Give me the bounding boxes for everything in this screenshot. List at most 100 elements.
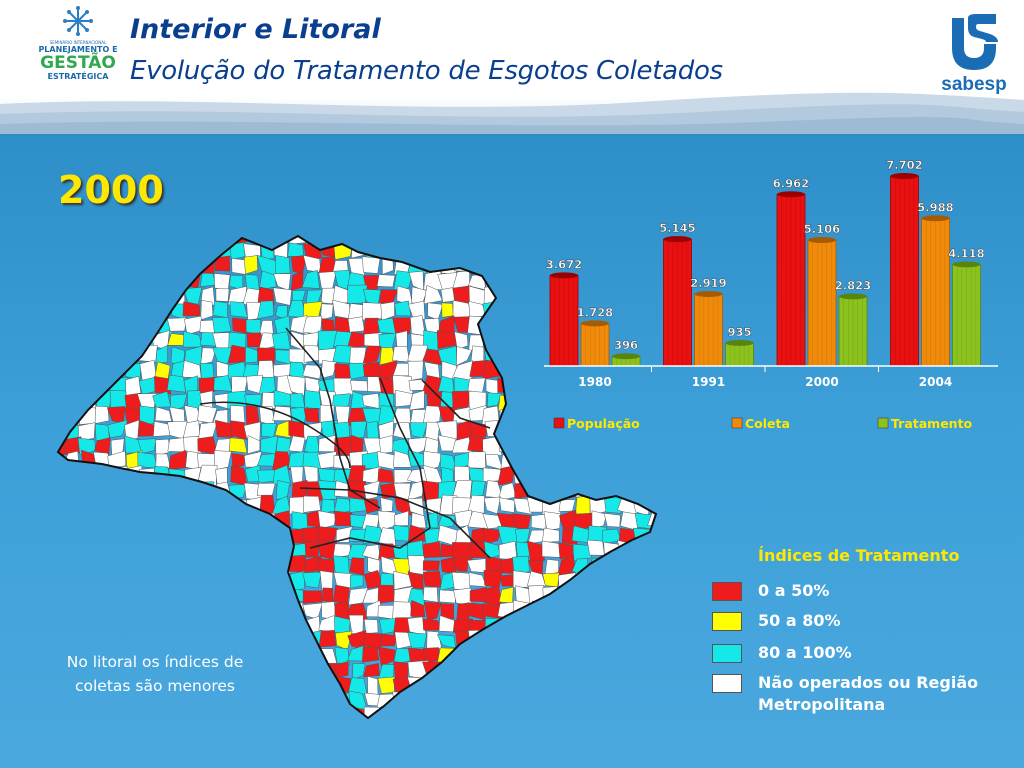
bar-tratamento-1980 [611, 353, 641, 367]
municipality-region [63, 376, 81, 392]
municipality-region [621, 645, 635, 664]
municipality-region [215, 288, 230, 302]
municipality-region [559, 677, 578, 694]
municipality-region [302, 364, 322, 380]
bar-coleta-2004 [921, 215, 950, 367]
municipality-region [605, 555, 623, 576]
municipality-region [366, 421, 380, 440]
municipality-region [380, 301, 395, 321]
municipality-region [245, 722, 258, 728]
bar-value-label-tratamento-1991: 935 [727, 325, 751, 339]
municipality-region [183, 499, 202, 514]
municipality-region [513, 498, 532, 515]
municipality-region [646, 674, 656, 697]
municipality-region [137, 273, 156, 292]
municipality-region [63, 391, 83, 411]
municipality-region [453, 236, 471, 243]
municipality-region [664, 725, 670, 728]
municipality-region [526, 570, 547, 587]
municipality-region [184, 525, 204, 546]
municipality-region [483, 676, 501, 694]
municipality-region [92, 346, 111, 364]
municipality-region [77, 540, 98, 561]
municipality-region [96, 244, 111, 260]
municipality-region [302, 648, 320, 664]
municipality-region [261, 630, 277, 646]
legend-label-not-operated-line1: Não operados ou Região [758, 673, 979, 692]
municipality-region [649, 691, 656, 710]
municipality-region [244, 273, 260, 291]
municipality-region [167, 586, 188, 603]
header-wave-decoration [0, 92, 1024, 134]
municipality-region [125, 603, 143, 618]
municipality-region [121, 286, 141, 303]
municipality-region [139, 239, 159, 258]
municipality-region [138, 586, 157, 605]
municipality-region [543, 511, 561, 531]
municipality-region [466, 707, 486, 718]
municipality-region [108, 572, 127, 591]
chart-legend-swatch [877, 417, 889, 429]
municipality-region [483, 496, 501, 515]
municipality-region [439, 589, 456, 604]
municipality-region [422, 571, 443, 588]
municipality-region [154, 406, 172, 422]
municipality-region [61, 240, 80, 256]
municipality-region [557, 615, 574, 636]
legend-swatch-white [712, 674, 742, 693]
municipality-region [92, 600, 110, 621]
municipality-region [106, 500, 125, 515]
municipality-region [631, 631, 653, 648]
municipality-region [137, 438, 157, 454]
municipality-region [256, 707, 276, 718]
municipality-region [620, 631, 637, 651]
municipality-region [78, 422, 96, 442]
municipality-region [185, 269, 202, 289]
bar-value-label-população-2000: 6.962 [773, 176, 809, 190]
municipality-region [214, 585, 230, 604]
seminar-logo-line1: PLANEJAMENTO E [38, 45, 118, 54]
municipality-region [452, 240, 469, 260]
municipality-region [241, 556, 263, 574]
municipality-region [243, 255, 258, 275]
municipality-region [169, 706, 188, 718]
municipality-region [216, 559, 233, 573]
municipality-region [155, 288, 170, 304]
municipality-region [321, 498, 336, 514]
municipality-region [121, 239, 143, 261]
municipality-region [229, 616, 249, 636]
municipality-region [168, 236, 187, 243]
municipality-region [78, 346, 99, 362]
municipality-region [290, 721, 304, 728]
municipality-region [170, 572, 185, 591]
municipality-region [466, 558, 487, 573]
municipality-region [182, 243, 200, 261]
bar-value-label-população-1991: 5.145 [659, 221, 695, 235]
municipality-region [154, 510, 173, 530]
municipality-region [106, 256, 125, 272]
municipality-region [467, 451, 486, 469]
municipality-region [200, 569, 216, 587]
municipality-region [617, 661, 634, 681]
municipality-region [468, 572, 487, 588]
municipality-region [514, 345, 532, 365]
municipality-region [667, 481, 670, 497]
municipality-region [228, 721, 246, 728]
municipality-region [541, 527, 560, 543]
municipality-region [241, 617, 263, 633]
municipality-region [229, 242, 246, 260]
municipality-region [185, 614, 201, 635]
municipality-region [123, 723, 142, 728]
municipality-region [663, 497, 670, 511]
municipality-region [616, 690, 638, 710]
municipality-region [92, 540, 113, 558]
municipality-region [78, 316, 98, 335]
municipality-region [257, 236, 274, 245]
municipality-region [500, 677, 518, 696]
municipality-region [377, 510, 396, 531]
municipality-region [393, 722, 413, 728]
municipality-region [155, 344, 168, 365]
municipality-region [483, 528, 503, 545]
municipality-region [125, 254, 143, 275]
municipality-region [200, 347, 217, 365]
